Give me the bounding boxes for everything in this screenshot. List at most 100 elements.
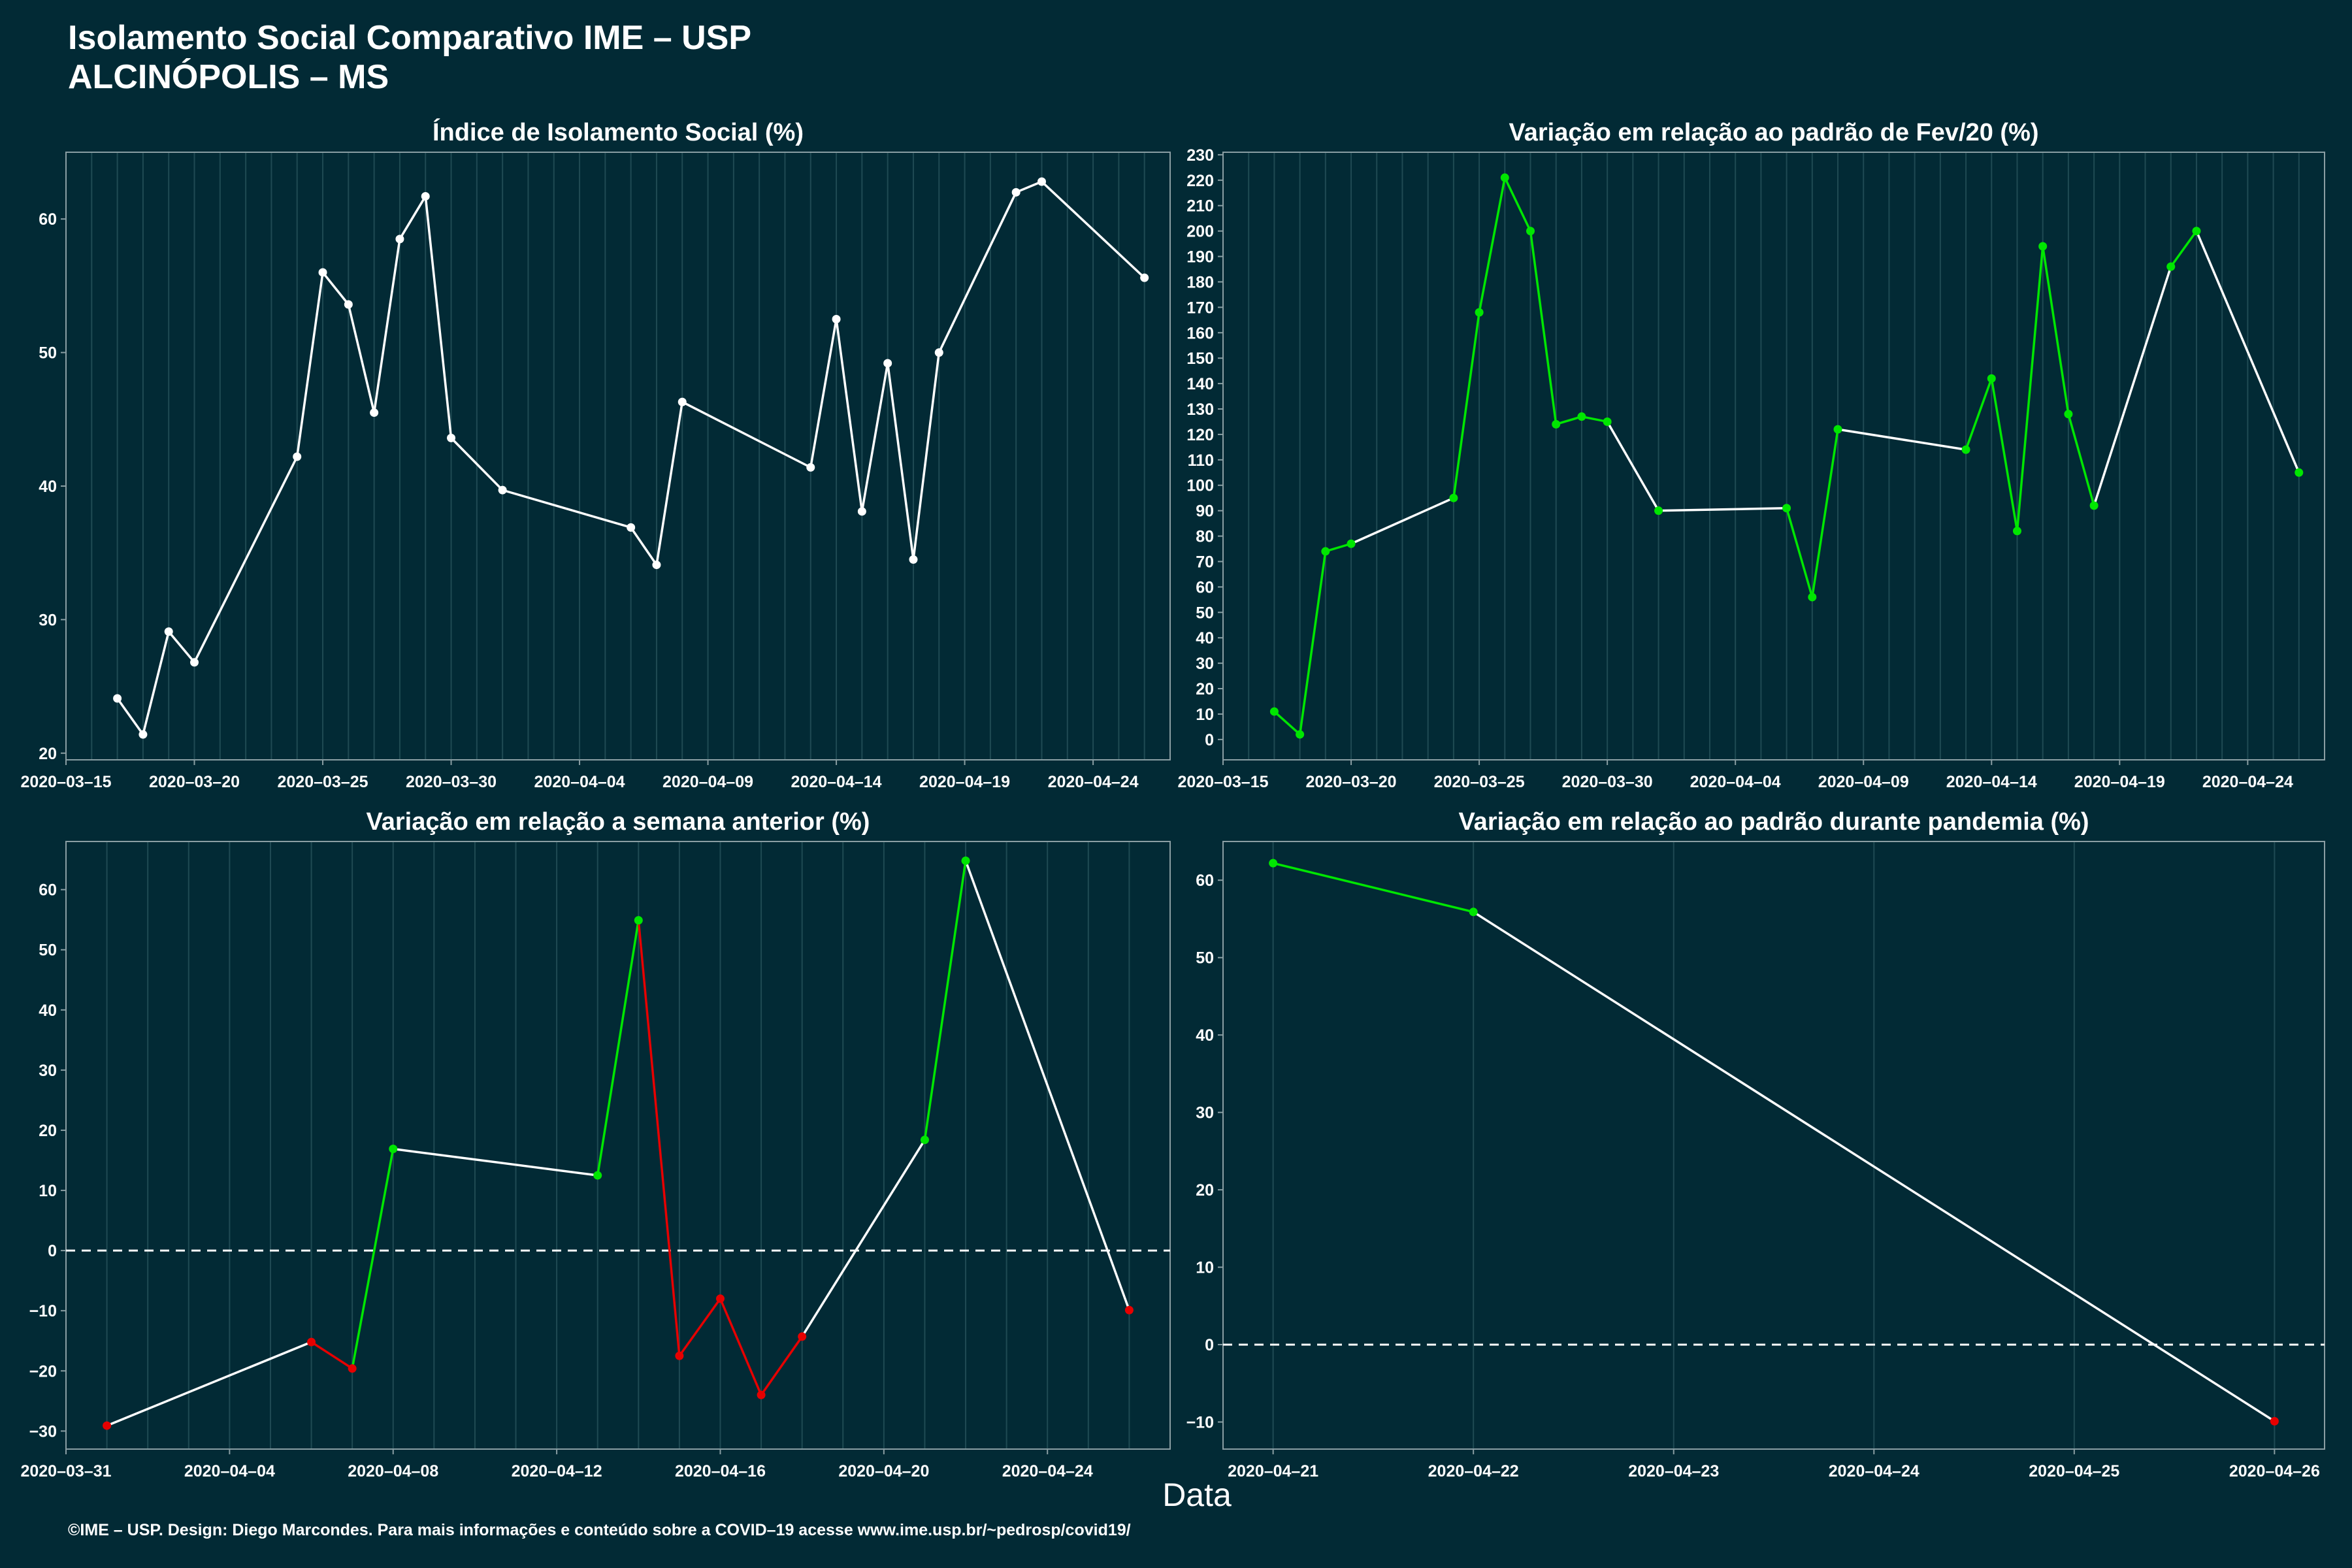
data-point	[1321, 547, 1330, 556]
data-point	[909, 555, 918, 564]
data-point	[627, 523, 636, 532]
panel-frame	[1222, 841, 2325, 1450]
data-point	[318, 268, 327, 277]
x-tick-label: 2020–03–15	[20, 773, 111, 791]
series-segment	[719, 1298, 762, 1396]
data-point	[2064, 410, 2073, 419]
series-segment	[1837, 428, 1967, 451]
y-tick-label: 210	[1186, 197, 1214, 216]
chart-title: Isolamento Social Comparativo IME – USP	[68, 19, 752, 57]
data-point	[293, 452, 302, 461]
series-segment	[295, 272, 324, 457]
series-segment	[1298, 551, 1327, 735]
series-segment	[372, 238, 401, 413]
panel-4: Variação em relação ao padrão durante pa…	[1186, 808, 2325, 1480]
series-segment	[2016, 246, 2044, 531]
data-point	[798, 1332, 807, 1341]
data-point	[920, 1135, 929, 1145]
x-tick-label: 2020–04–04	[1690, 773, 1781, 791]
data-point	[961, 856, 970, 865]
series-segment	[2093, 266, 2172, 506]
data-point	[806, 463, 815, 472]
y-tick-label: 50	[39, 344, 57, 363]
y-tick-label: 70	[1196, 553, 1214, 571]
data-point	[2089, 501, 2099, 510]
data-point	[678, 397, 687, 406]
series-segment	[964, 860, 1131, 1311]
series-segment	[1606, 421, 1660, 512]
x-tick-label: 2020–04–12	[512, 1462, 602, 1480]
series-segment	[1273, 862, 1474, 913]
y-tick-label: 40	[1196, 1026, 1214, 1045]
y-tick-label: 20	[39, 1122, 57, 1140]
series-segment	[923, 860, 967, 1140]
series-segment	[912, 352, 941, 560]
chart-subtitle-city: ALCINÓPOLIS – MS	[68, 58, 389, 96]
data-point	[934, 348, 943, 357]
data-point	[652, 561, 661, 570]
series-segment	[637, 920, 681, 1356]
data-point	[593, 1171, 602, 1180]
series-segment	[1473, 911, 2276, 1422]
y-tick-label: 110	[1188, 451, 1214, 470]
x-axis-title: Data	[1162, 1477, 1232, 1513]
data-point	[307, 1337, 316, 1347]
series-segment	[424, 196, 453, 438]
series-segment	[450, 437, 504, 491]
data-point	[1500, 173, 1509, 182]
data-point	[1140, 273, 1149, 282]
y-tick-label: 120	[1186, 426, 1214, 444]
data-point	[190, 658, 199, 667]
data-point	[1269, 707, 1279, 716]
data-point	[395, 235, 404, 244]
y-tick-label: 10	[1196, 1259, 1214, 1277]
y-tick-label: 20	[39, 745, 57, 763]
series-segment	[1503, 177, 1532, 232]
data-point	[1961, 445, 1970, 454]
data-point	[757, 1390, 766, 1399]
data-point	[139, 730, 148, 739]
y-tick-label: 90	[1196, 502, 1214, 521]
y-tick-label: −30	[29, 1422, 57, 1441]
series-segment	[1965, 378, 1993, 450]
data-point	[1808, 593, 1817, 602]
y-tick-label: 50	[39, 941, 57, 960]
data-point	[1347, 539, 1356, 548]
y-tick-label: 180	[1186, 273, 1214, 291]
x-tick-label: 2020–04–14	[791, 773, 882, 791]
data-point	[1469, 907, 1478, 917]
panel-frame	[65, 841, 1171, 1450]
data-point	[1011, 188, 1021, 197]
data-point	[2166, 262, 2176, 271]
data-point	[715, 1294, 725, 1303]
panel-2: Variação em relação ao padrão de Fev/20 …	[1177, 119, 2325, 791]
x-tick-label: 2020–04–22	[1428, 1462, 1519, 1480]
y-tick-label: 30	[1196, 655, 1214, 673]
data-point	[832, 314, 841, 323]
y-tick-label: −10	[29, 1302, 57, 1320]
x-tick-label: 2020–04–04	[184, 1462, 275, 1480]
data-point	[2038, 242, 2048, 251]
y-tick-label: 100	[1186, 477, 1214, 495]
y-tick-label: 10	[39, 1182, 57, 1200]
data-point	[1987, 374, 1996, 383]
data-point	[2295, 468, 2304, 477]
data-point	[1037, 177, 1046, 186]
series-segment	[938, 191, 1017, 353]
x-tick-label: 2020–04–16	[675, 1462, 766, 1480]
y-tick-label: 40	[39, 1002, 57, 1020]
x-tick-label: 2020–04–08	[348, 1462, 438, 1480]
x-tick-label: 2020–04–24	[2202, 773, 2293, 791]
series-segment	[809, 319, 838, 468]
x-tick-label: 2020–04–09	[662, 773, 753, 791]
data-point	[1552, 419, 1561, 429]
data-point	[389, 1145, 398, 1154]
series-segment	[167, 630, 195, 663]
data-point	[857, 507, 866, 516]
y-tick-label: 60	[1196, 872, 1214, 890]
panel-title: Variação em relação ao padrão de Fev/20 …	[1509, 119, 2038, 146]
series-segment	[351, 1149, 395, 1369]
data-point	[447, 433, 456, 442]
series-segment	[1350, 497, 1454, 545]
